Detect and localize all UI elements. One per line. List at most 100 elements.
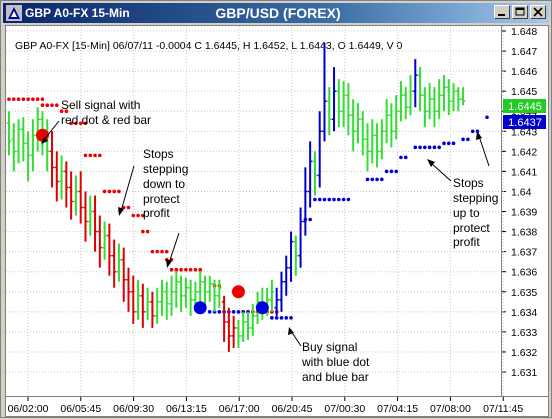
annotation-stops-up-line-5: profit <box>453 235 480 249</box>
stop-dot-red <box>136 213 140 218</box>
stop-dot-red <box>188 267 193 272</box>
annotation-stops-up-line-4: protect <box>453 221 490 235</box>
annotation-stops-up-line-3: up to <box>453 206 480 220</box>
annotation-stops-down-arrowhead-2 <box>166 259 172 268</box>
price-bar <box>279 271 284 312</box>
stop-dot-blue <box>413 145 418 150</box>
stop-dot-red <box>26 97 30 101</box>
price-bar <box>241 311 246 342</box>
price-bar <box>188 279 193 316</box>
price-bar <box>236 319 241 348</box>
price-tag-stop <box>503 115 546 129</box>
price-bar <box>202 275 208 308</box>
price-bar <box>64 161 69 208</box>
price-bar <box>92 195 98 252</box>
grid <box>6 26 506 401</box>
price-bar <box>374 123 380 168</box>
x-tick-label: 06/20:45 <box>272 403 313 415</box>
stop-dot-red <box>198 267 202 272</box>
stop-dot-blue <box>327 197 332 202</box>
price-bar <box>360 111 365 156</box>
price-bar <box>460 87 466 106</box>
stop-dot-blue <box>370 177 375 182</box>
y-tick-label: 1.645 <box>511 86 537 98</box>
stop-dot-blue <box>346 197 351 202</box>
price-bar <box>245 311 251 340</box>
price-bar <box>336 79 342 128</box>
price-bar <box>174 271 179 308</box>
annotation-stops-up: Stops stepping up to protect profit <box>427 131 498 249</box>
price-bar <box>432 87 437 128</box>
price-bar <box>16 119 21 164</box>
stop-dot-blue <box>231 310 236 314</box>
maximize-button[interactable] <box>512 5 528 19</box>
stop-dot-blue <box>461 137 465 142</box>
stop-dot-blue <box>322 197 327 202</box>
price-bar <box>169 275 174 316</box>
y-tick-label: 1.641 <box>511 166 537 178</box>
price-bar <box>126 267 131 312</box>
price-bar <box>327 87 332 136</box>
price-bar <box>317 111 322 188</box>
annotation-stops-up-arrow-2 <box>478 135 490 167</box>
stop-dot-red <box>193 267 198 272</box>
minimize-button[interactable] <box>494 5 510 19</box>
symbol-title: GBP A0-FX 15-Min <box>25 6 130 20</box>
stop-dot-red <box>155 249 159 254</box>
stop-dot-red <box>83 153 88 158</box>
price-bar <box>21 117 26 162</box>
stop-dot-blue <box>308 217 312 222</box>
minimize-icon <box>498 14 505 16</box>
stop-dot-red <box>78 121 83 126</box>
title-bar[interactable]: GBP A0-FX 15-Min GBP/USD (FOREX) <box>3 3 549 23</box>
stop-dot-blue <box>270 316 274 320</box>
annotation-stops-up-line-2: stepping <box>453 191 498 205</box>
price-bar <box>341 81 346 128</box>
y-tick-label: 1.635 <box>511 287 537 299</box>
stop-dot-red <box>126 205 131 210</box>
stop-dot-blue <box>332 197 336 202</box>
price-bar <box>198 271 203 304</box>
stop-dot-red <box>112 189 116 194</box>
app-icon[interactable] <box>6 5 22 21</box>
stop-dot-blue <box>446 141 451 146</box>
stop-dot-red <box>179 267 183 272</box>
price-bar <box>183 277 189 308</box>
annotation-buy: Buy signal with blue dot and blue bar <box>288 327 370 384</box>
stop-dot-blue <box>403 155 408 160</box>
stop-dot-blue <box>394 169 398 174</box>
price-bar <box>389 103 394 148</box>
price-bar <box>11 123 16 172</box>
trailing-stops <box>7 97 489 320</box>
price-bar <box>269 279 275 312</box>
stop-dot-red <box>141 213 145 218</box>
stop-dot-red <box>7 97 11 101</box>
y-tick-label: 1.638 <box>511 227 537 239</box>
stop-dot-red <box>74 121 78 126</box>
price-bar <box>25 131 31 182</box>
stop-dot-red <box>131 213 136 218</box>
close-button[interactable] <box>530 5 546 19</box>
stop-dot-blue <box>423 145 427 150</box>
stop-dot-blue <box>337 197 341 202</box>
stop-dot-red <box>21 97 26 101</box>
stop-dot-blue <box>274 316 279 320</box>
price-bar <box>97 215 103 268</box>
stop-dot-blue <box>485 115 489 120</box>
price-bar <box>322 43 327 142</box>
y-tick-label: 1.631 <box>511 367 537 379</box>
stop-dot-red <box>59 109 64 114</box>
y-tick-label: 1.634 <box>511 307 537 319</box>
y-tick-label: 1.646 <box>511 66 537 78</box>
y-tick-label: 1.639 <box>511 207 537 219</box>
price-bar <box>135 279 141 320</box>
y-tick-label: 1.636 <box>511 267 537 279</box>
stop-dot-blue <box>375 177 379 182</box>
stop-dot-red <box>40 103 45 108</box>
sell-signal-dot <box>231 285 245 299</box>
stop-dot-red <box>117 189 121 194</box>
x-tick-label: 06/05:45 <box>60 403 101 415</box>
y-tick-label: 1.648 <box>511 26 537 38</box>
buy-signal-dot <box>193 301 207 315</box>
price-bar <box>403 87 408 120</box>
